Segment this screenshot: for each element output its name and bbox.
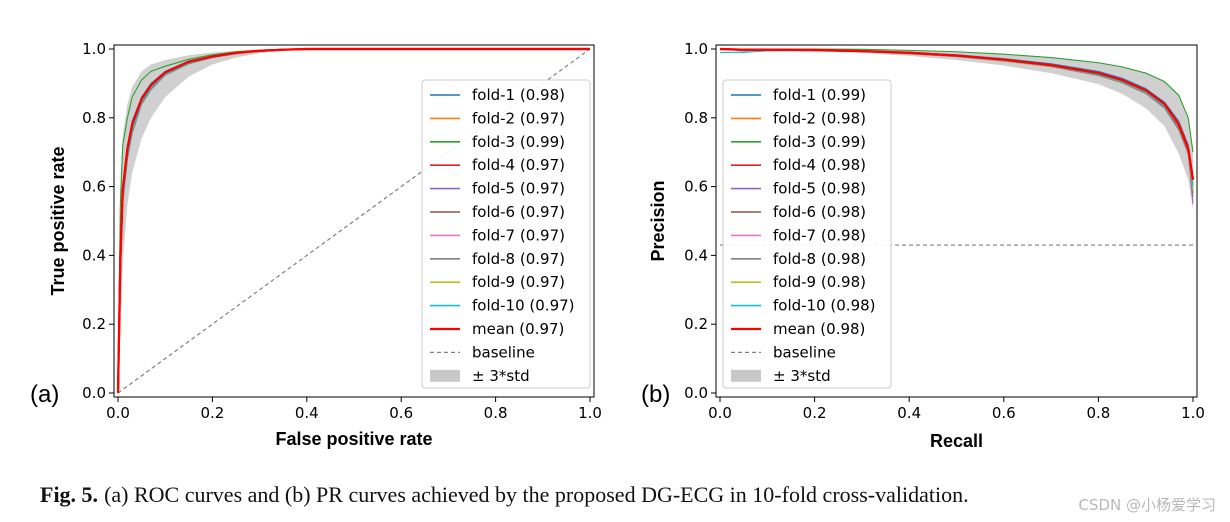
legend-box [722, 79, 892, 389]
legend-label: fold-1 (0.98) [472, 86, 565, 104]
x-tick-label: 0.6 [389, 404, 413, 422]
plot-area [116, 47, 591, 394]
y-tick-label: 0.0 [684, 384, 708, 402]
legend-label: fold-4 (0.97) [472, 156, 565, 174]
legend-box [421, 79, 591, 389]
legend-label: mean (0.97) [472, 320, 564, 338]
legend-label: fold-6 (0.98) [773, 203, 866, 221]
x-tick-label: 0.4 [897, 404, 921, 422]
x-tick-label: 0.6 [992, 404, 1016, 422]
x-tick-label: 0.0 [106, 404, 130, 422]
legend-label: fold-6 (0.97) [472, 203, 565, 221]
x-tick-label: 0.8 [1086, 404, 1110, 422]
watermark: CSDN @小杨爱学习 [1078, 496, 1216, 514]
figure-caption: Fig. 5. (a) ROC curves and (b) PR curves … [40, 482, 1210, 508]
y-tick-label: 0.4 [82, 246, 106, 264]
x-axis-label: False positive rate [275, 429, 432, 449]
legend-swatch-band [430, 369, 460, 382]
caption-label: Fig. 5. [40, 482, 99, 507]
legend-label: fold-4 (0.98) [773, 156, 866, 174]
legend-label: fold-5 (0.98) [773, 180, 866, 198]
legend-label: fold-2 (0.97) [472, 109, 565, 127]
x-tick-label: 1.0 [1181, 404, 1205, 422]
axes-frame [113, 44, 595, 398]
x-tick-label: 1.0 [578, 404, 602, 422]
y-tick-label: 0.2 [82, 315, 106, 333]
legend-label: fold-2 (0.98) [773, 109, 866, 127]
y-tick-label: 0.0 [82, 384, 106, 402]
legend-label: fold-8 (0.97) [472, 250, 565, 268]
legend-label: fold-10 (0.97) [472, 297, 575, 315]
legend-label: ± 3*std [472, 367, 530, 385]
y-tick-label: 0.8 [684, 109, 708, 127]
legend: fold-1 (0.98) fold-2 (0.97) fold-3 (0.99) f… [421, 79, 591, 389]
legend-label: fold-3 (0.99) [472, 133, 565, 151]
y-tick-label: 0.2 [684, 315, 708, 333]
legend-swatch-band [731, 369, 761, 382]
x-tick-label: 0.4 [295, 404, 319, 422]
x-tick-label: 0.2 [803, 404, 827, 422]
series-line-mean-top [719, 47, 1195, 180]
caption-text: (a) ROC curves and (b) PR curves achieve… [104, 482, 969, 507]
legend-label: fold-1 (0.99) [773, 86, 866, 104]
chart-panel-roc: 0.0 0.2 0.4 0.6 0.8 1.0 0.0 0.2 0.4 0.6 0.8 1.0 Fals… [30, 40, 602, 449]
legend-label: baseline [773, 343, 836, 361]
y-tick-label: 0.4 [684, 246, 708, 264]
legend-label: fold-3 (0.99) [773, 133, 866, 151]
legend-label: fold-8 (0.98) [773, 250, 866, 268]
std-band [118, 49, 590, 393]
legend-label: fold-10 (0.98) [773, 297, 876, 315]
y-tick-label: 1.0 [82, 40, 106, 58]
figure-canvas: 0.0 0.2 0.4 0.6 0.8 1.0 0.0 0.2 0.4 0.6 0.8 1.0 Fals… [30, 40, 1205, 451]
panel-label: (b) [641, 381, 670, 408]
legend-label: fold-9 (0.97) [472, 273, 565, 291]
legend: fold-1 (0.99) fold-2 (0.98) fold-3 (0.99) f… [722, 79, 892, 389]
legend-label: fold-7 (0.98) [773, 226, 866, 244]
x-tick-label: 0.0 [708, 404, 732, 422]
y-axis-label: True positive rate [48, 146, 68, 295]
legend-label: fold-9 (0.98) [773, 273, 866, 291]
axes-frame [715, 44, 1198, 398]
legend-label: fold-5 (0.97) [472, 180, 565, 198]
y-tick-label: 0.8 [82, 109, 106, 127]
legend-label: fold-7 (0.97) [472, 226, 565, 244]
y-tick-label: 1.0 [684, 40, 708, 58]
x-tick-label: 0.2 [200, 404, 224, 422]
panel-label: (a) [30, 381, 59, 408]
chart-panel-pr: 0.0 0.2 0.4 0.6 0.8 1.0 0.0 0.2 0.4 0.6 0.8 1.0 Reca… [641, 40, 1205, 451]
x-tick-label: 0.8 [484, 404, 508, 422]
y-tick-label: 0.6 [82, 178, 106, 196]
y-tick-label: 0.6 [684, 178, 708, 196]
legend-label: mean (0.98) [773, 320, 865, 338]
y-axis-label: Precision [648, 180, 668, 261]
x-axis-label: Recall [930, 431, 983, 451]
series-line-mean-top [116, 47, 590, 394]
legend-label: baseline [472, 343, 535, 361]
legend-label: ± 3*std [773, 367, 831, 385]
